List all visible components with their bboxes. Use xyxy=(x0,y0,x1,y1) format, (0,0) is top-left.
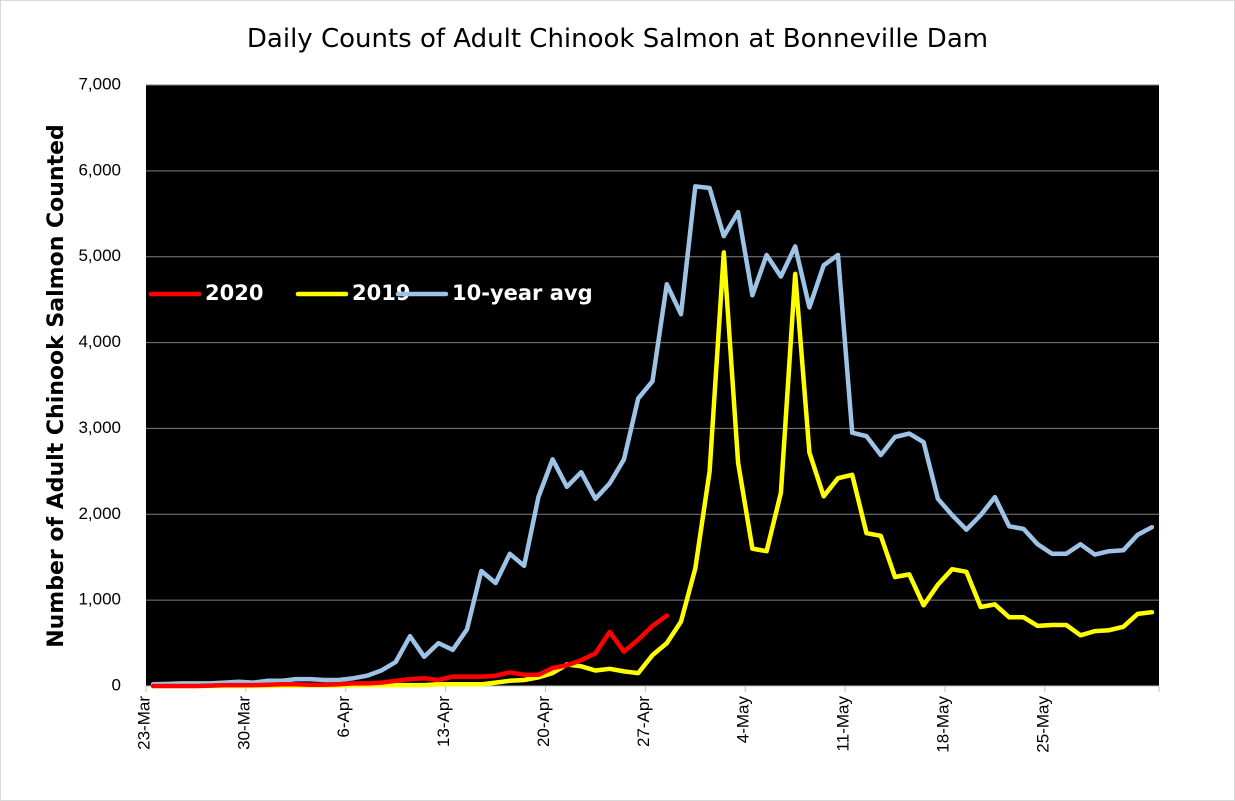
axes: 0 1,000 2,000 3,000 4,000 5,000 6,000 7,000 23-M… xyxy=(78,74,1160,753)
y-tick-label: 2,000 xyxy=(78,504,121,523)
x-tick-label: 25-May xyxy=(1033,696,1052,753)
x-tick-label: 11-May xyxy=(834,696,853,752)
y-tick-label: 3,000 xyxy=(78,418,121,437)
x-tick-label: 6-Apr xyxy=(334,696,353,738)
x-tick-label: 18-May xyxy=(933,696,952,753)
legend-label-10-year-avg: 10-year avg xyxy=(452,281,593,305)
series-line-2020 xyxy=(150,613,670,689)
x-tick-label: 4-May xyxy=(734,696,753,744)
plot-area xyxy=(146,85,1159,686)
series-layer xyxy=(150,184,1155,689)
gridlines xyxy=(146,84,1159,601)
x-tick-label: 27-Apr xyxy=(634,696,653,747)
y-tick-label: 5,000 xyxy=(78,246,121,265)
y-tick-label: 0 xyxy=(112,675,121,694)
chart-title: Daily Counts of Adult Chinook Salmon at … xyxy=(246,24,989,54)
x-tick-label: 30-Mar xyxy=(234,696,253,750)
x-tick-label: 13-Apr xyxy=(434,696,453,747)
legend-label-2020: 2020 xyxy=(205,281,263,305)
y-tick-label: 4,000 xyxy=(78,332,121,351)
x-tick-label: 23-Mar xyxy=(134,696,153,750)
y-tick-label: 1,000 xyxy=(78,590,121,609)
y-tick-label: 7,000 xyxy=(78,74,121,93)
x-tick-label: 20-Apr xyxy=(534,696,553,747)
series-line-10-year-avg xyxy=(150,184,1155,687)
y-axis-label: Number of Adult Chinook Salmon Counted xyxy=(44,124,69,648)
legend: 2020 2019 10-year avg xyxy=(148,281,593,305)
y-tick-label: 6,000 xyxy=(78,160,121,179)
